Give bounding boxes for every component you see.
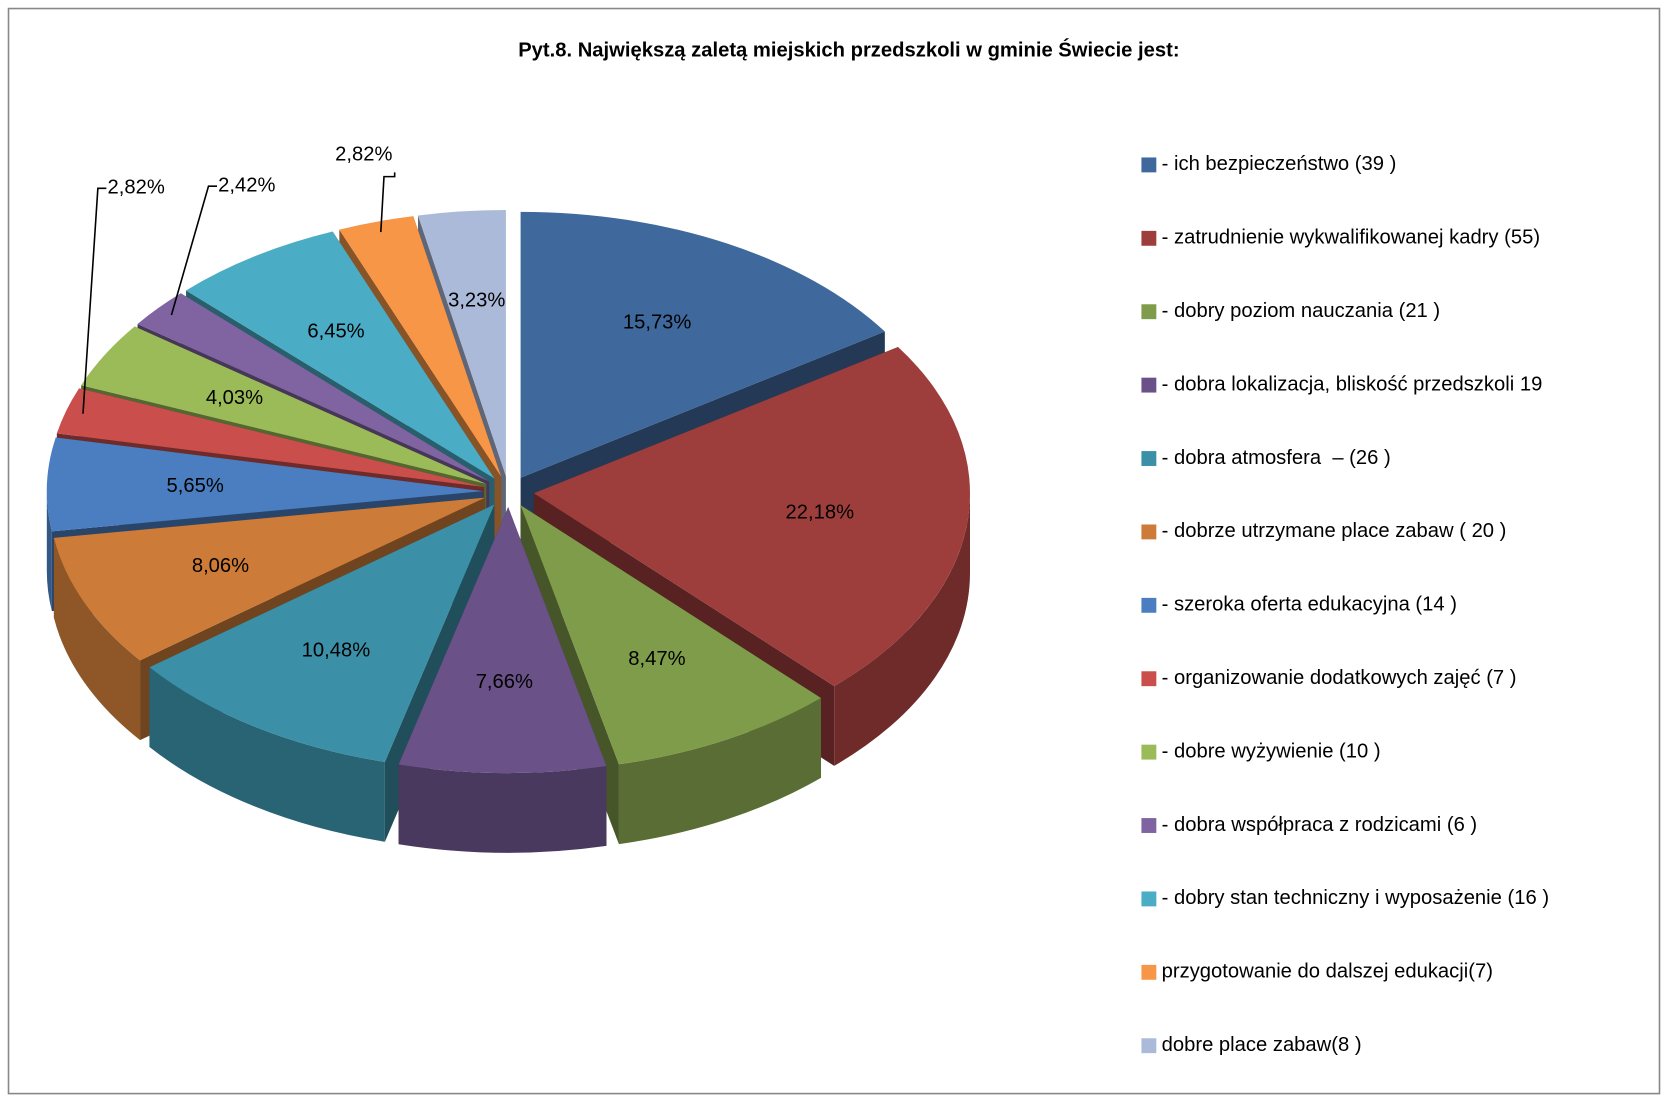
- data-label: 6,45%: [307, 320, 364, 342]
- data-label: 5,65%: [167, 475, 224, 497]
- slice: [520, 211, 885, 478]
- data-label: 4,03%: [206, 387, 263, 409]
- slice: [520, 505, 821, 765]
- slice: [339, 216, 502, 477]
- data-labels: 15,73% 22,18% 8,47% 7,66% 10,48% 8,06% 5,65% 2,…: [82, 144, 855, 693]
- slice: [398, 507, 607, 774]
- legend-swatch: [1141, 304, 1157, 320]
- data-label: 15,73%: [623, 312, 692, 334]
- leader-line: [82, 187, 107, 414]
- legend-swatch: [1141, 597, 1157, 613]
- data-label: 2,82%: [335, 144, 392, 166]
- legend-label: - zatrudnienie wykwalifikowanej kadry (5…: [1162, 227, 1540, 249]
- chart-title: Pyt.8. Największą zaletą miejskich przed…: [518, 37, 1179, 61]
- data-label: 22,18%: [786, 502, 855, 524]
- slice: [417, 210, 506, 477]
- legend-label: dobre place zabaw(8 ): [1162, 1034, 1362, 1056]
- data-label: 7,66%: [476, 671, 533, 693]
- pie: [46, 210, 970, 853]
- legend-label: - szeroka oferta edukacyjna (14 ): [1162, 594, 1457, 616]
- slice: [149, 504, 495, 762]
- slice: [81, 326, 487, 484]
- data-label: 3,23%: [448, 290, 505, 312]
- legend-label: przygotowanie do dalszej edukacji(7): [1162, 961, 1493, 983]
- legend-swatch: [1141, 891, 1157, 907]
- slice: [137, 293, 490, 482]
- data-label: 10,48%: [302, 639, 371, 661]
- legend-label: - ich bezpieczeństwo (39 ): [1162, 153, 1397, 175]
- legend-swatch: [1141, 230, 1157, 246]
- legend-swatch: [1141, 964, 1157, 980]
- legend-label: - dobre wyżywienie (10 ): [1162, 740, 1381, 762]
- legend-swatch: [1141, 818, 1157, 833]
- legend-swatch: [1141, 744, 1157, 760]
- leader-line: [380, 172, 396, 233]
- legend-label: - organizowanie dodatkowych zajęć (7 ): [1162, 667, 1517, 689]
- legend-label: - dobrze utrzymane place zabaw ( 20 ): [1162, 520, 1507, 542]
- slice: [53, 497, 486, 661]
- slice-wall: [53, 537, 141, 741]
- leader-line: [170, 185, 218, 316]
- legend-label: - dobra współpraca z rodzicami (6 ): [1162, 814, 1478, 836]
- slice-wall: [398, 764, 607, 853]
- slice-wall: [149, 667, 385, 842]
- data-label: 2,42%: [218, 175, 275, 197]
- legend-swatch: [1141, 1038, 1157, 1054]
- data-label: 8,47%: [628, 648, 685, 670]
- legend-swatch: [1141, 377, 1157, 393]
- legend-swatch: [1141, 157, 1157, 173]
- data-label: 2,82%: [108, 177, 165, 199]
- legend-label: - dobry poziom nauczania (21 ): [1162, 300, 1441, 322]
- legend-label: - dobra atmosfera – (26 ): [1162, 447, 1391, 469]
- legend-swatch: [1141, 451, 1157, 466]
- slice: [533, 346, 970, 687]
- slice-wall: [46, 491, 52, 612]
- legend-label: - dobry stan techniczny i wyposażenie (1…: [1162, 887, 1549, 909]
- legend-label: - dobra lokalizacja, bliskość przedszkol…: [1162, 373, 1543, 395]
- slice: [186, 231, 495, 479]
- legend: - ich bezpieczeństwo (39 ) - zatrudnienie…: [1141, 153, 1549, 1056]
- slice-wall: [834, 493, 970, 766]
- data-label: 8,06%: [192, 555, 249, 577]
- slice: [56, 388, 485, 488]
- slice-wall: [618, 698, 821, 845]
- slice: [46, 437, 483, 532]
- legend-swatch: [1141, 671, 1157, 687]
- legend-swatch: [1141, 524, 1157, 540]
